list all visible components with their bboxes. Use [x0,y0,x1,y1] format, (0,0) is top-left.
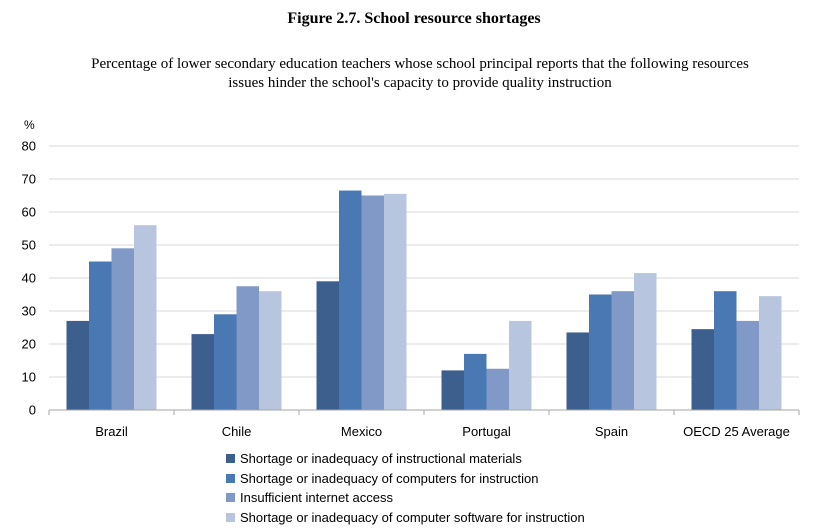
bar [714,291,737,410]
y-tick-label: 0 [29,403,36,418]
x-axis-labels: Brazil Chile Mexico Portugal Spain OECD 25 Av… [95,424,790,439]
figure-title: Figure 2.7. School resource shortages [287,10,541,27]
bar [316,281,339,410]
bars [66,190,782,410]
bar [66,320,89,410]
bar [134,225,157,410]
bar [89,261,112,410]
bar [214,314,237,410]
bar [611,291,634,410]
bar [759,296,782,410]
legend-swatch [226,473,235,483]
bar [236,286,259,410]
y-axis-ticks: 0 10 20 30 40 50 60 70 80 [22,139,36,418]
x-category-label: Portugal [462,424,511,439]
bar [111,248,134,410]
legend-item: Shortage or inadequacy of computers for … [226,469,585,489]
bar [566,332,589,410]
legend: Shortage or inadequacy of instructional … [226,449,585,527]
figure-subtitle: Percentage of lower secondary education … [30,55,810,93]
bar [509,320,532,410]
bar [361,195,384,410]
gridlines [49,145,799,378]
x-axis [48,409,800,415]
y-tick-label: 50 [22,238,36,253]
x-category-label: OECD 25 Average [683,424,790,439]
bar [634,273,657,410]
y-tick-label: 80 [22,139,36,154]
y-tick-label: 20 [22,337,36,352]
bar [589,294,612,410]
legend-label: Shortage or inadequacy of instructional … [240,451,522,467]
subtitle-line-2: issues hinder the school's capacity to p… [228,75,612,91]
legend-item: Shortage or inadequacy of computer softw… [226,508,585,528]
y-tick-label: 40 [22,271,36,286]
bar [191,334,214,410]
legend-item: Insufficient internet access [226,488,585,508]
x-category-label: Spain [595,424,628,439]
legend-swatch [226,454,235,464]
legend-swatch [226,493,235,503]
y-tick-label: 60 [22,205,36,220]
bar [486,368,509,410]
y-axis-unit-label: % [24,118,35,132]
y-tick-label: 10 [22,370,36,385]
x-category-label: Chile [222,424,252,439]
legend-label: Insufficient internet access [240,490,393,506]
legend-label: Shortage or inadequacy of computer softw… [240,509,585,525]
subtitle-line-1: Percentage of lower secondary education … [91,56,749,72]
x-category-label: Mexico [341,424,382,439]
bar [384,193,407,410]
bar [736,320,759,410]
legend-swatch [226,512,235,522]
y-tick-label: 30 [22,304,36,319]
y-tick-label: 70 [22,172,36,187]
bar [441,370,464,410]
bar [339,190,362,410]
bar [259,291,282,410]
x-category-label: Brazil [95,424,128,439]
legend-item: Shortage or inadequacy of instructional … [226,449,585,469]
legend-label: Shortage or inadequacy of computers for … [240,470,539,486]
bar [691,329,714,410]
bar [464,353,487,410]
